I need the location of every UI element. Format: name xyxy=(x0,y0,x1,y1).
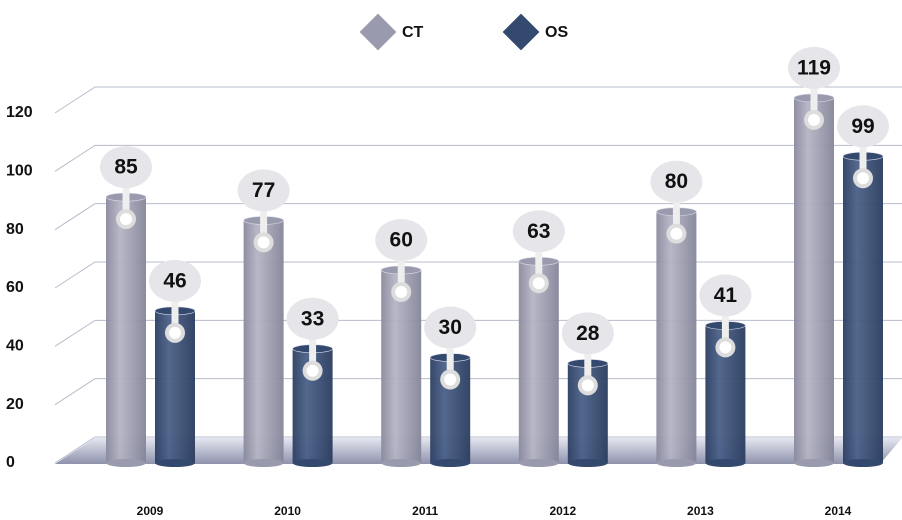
grid-line xyxy=(54,203,902,231)
grid-line xyxy=(54,378,902,406)
value-label: 85 xyxy=(114,156,138,179)
label-knob-core xyxy=(395,286,408,298)
label-bubble xyxy=(286,297,339,340)
legend-swatch xyxy=(502,13,540,51)
label-knob-core xyxy=(808,113,820,126)
value-label: 33 xyxy=(301,307,324,330)
value-label: 60 xyxy=(390,229,413,252)
x-tick-label: 2013 xyxy=(687,504,714,518)
value-label: 119 xyxy=(797,56,831,79)
value-label: 30 xyxy=(439,316,462,339)
x-tick-label: 2011 xyxy=(412,504,438,518)
label-knob-core xyxy=(444,373,457,386)
bar xyxy=(381,270,422,463)
grid-line xyxy=(54,436,902,464)
label-knob-core xyxy=(169,326,181,339)
x-tick-label: 2012 xyxy=(549,504,576,518)
label-bubble xyxy=(424,306,477,349)
y-tick-label: 80 xyxy=(6,221,24,238)
value-label: 41 xyxy=(714,284,738,307)
label-bubble xyxy=(512,210,565,253)
value-label: 63 xyxy=(527,220,550,243)
y-tick-label: 40 xyxy=(6,338,24,355)
bar-base xyxy=(656,459,697,467)
label-knob-core xyxy=(670,227,683,240)
x-tick-label: 2014 xyxy=(825,504,852,518)
bar-base xyxy=(843,459,883,467)
label-bubble xyxy=(650,160,703,203)
grid-line xyxy=(54,86,902,114)
label-knob-core xyxy=(532,277,545,290)
bar-base xyxy=(155,459,195,467)
bar-base xyxy=(567,459,608,467)
y-tick-label: 100 xyxy=(6,163,33,180)
value-label: 28 xyxy=(576,322,600,345)
y-tick-label: 60 xyxy=(6,279,24,296)
label-bubble xyxy=(237,169,290,212)
label-knob-core xyxy=(306,364,319,377)
bar-base xyxy=(518,459,559,467)
label-bubble xyxy=(837,105,889,148)
bar xyxy=(843,156,883,463)
x-tick-label: 2010 xyxy=(274,504,301,518)
legend-swatch xyxy=(359,13,397,51)
bar xyxy=(794,97,834,464)
bar-base xyxy=(106,459,146,467)
bar-base xyxy=(705,459,746,467)
grid-line xyxy=(54,319,902,347)
label-bubble xyxy=(375,219,428,261)
label-bubble xyxy=(100,146,152,189)
value-label: 80 xyxy=(665,170,688,193)
bar xyxy=(656,211,697,463)
x-tick-label: 2009 xyxy=(137,504,164,518)
grid-line xyxy=(54,144,902,172)
y-tick-label: 0 xyxy=(6,454,15,471)
label-bubble xyxy=(788,46,840,89)
label-knob-core xyxy=(120,213,132,226)
bar xyxy=(106,197,146,464)
value-label: 46 xyxy=(163,269,186,292)
bar-base xyxy=(243,459,284,467)
value-label: 77 xyxy=(252,179,275,202)
bar xyxy=(243,220,284,463)
bar-base xyxy=(794,459,834,467)
legend-label: CT xyxy=(402,24,424,41)
label-bubble xyxy=(149,259,201,302)
label-knob-core xyxy=(257,236,270,249)
y-tick-label: 120 xyxy=(6,104,33,121)
bar-base xyxy=(381,459,422,467)
bar-base xyxy=(292,459,333,467)
label-knob-core xyxy=(719,341,732,354)
label-knob-core xyxy=(581,379,594,392)
grid-line xyxy=(54,261,902,289)
y-tick-label: 20 xyxy=(6,396,24,413)
label-bubble xyxy=(561,312,614,355)
bar xyxy=(518,261,559,463)
value-label: 99 xyxy=(851,115,874,138)
label-bubble xyxy=(699,274,752,317)
legend-label: OS xyxy=(545,24,568,41)
bar-base xyxy=(430,459,471,467)
label-knob-core xyxy=(857,172,869,185)
